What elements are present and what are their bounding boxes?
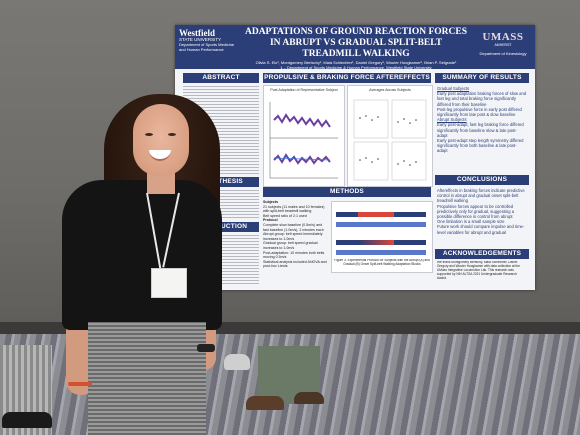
protocol-bar-adapt-a xyxy=(358,212,394,217)
conclusion-item: Aftereffects in braking forces indicate … xyxy=(437,188,525,204)
presenter-left-eye xyxy=(145,133,153,136)
presenter-smile xyxy=(149,150,171,161)
umass-subtitle: AMHERST xyxy=(494,43,512,47)
presenter-face xyxy=(133,104,189,176)
presenter-right-eye xyxy=(168,133,176,136)
methods-item: Abrupt group: belt speed immediately inc… xyxy=(263,232,323,241)
bystander-shoe-left xyxy=(2,412,52,428)
protocol-figure: Figure 3. Experimental Protocol for Subj… xyxy=(331,201,433,273)
poster-authors: Olivia S. Elo¹, Montgomery Bertschy¹, Ma… xyxy=(255,60,457,65)
protocol-bar-post-b xyxy=(394,240,426,245)
summary-item: Early post-adapt step length symmetry di… xyxy=(437,138,524,154)
westfield-subtitle: STATE UNIVERSITY xyxy=(179,37,222,42)
hypothesis-heading: HYPOTHESIS xyxy=(183,177,259,187)
summary-item: Post-leg propulsive force in early post … xyxy=(437,106,522,118)
summary-item: Gradual Subjects xyxy=(437,86,470,91)
methods-item: Complete slow baseline (0.5m/s) and fast… xyxy=(263,222,324,232)
umass-name: UMASS xyxy=(482,31,524,43)
poster-title: ADAPTATIONS OF GROUND REACTION FORCES IN… xyxy=(244,27,468,59)
poster-header: Westfield STATE UNIVERSITY Department of… xyxy=(175,25,535,75)
name-badge xyxy=(151,268,187,298)
summary-item: Early post-adapt, fast leg braking force… xyxy=(437,122,524,138)
poster-affiliation-1: 1 – Department of Sports Medicine & Huma… xyxy=(280,65,432,70)
poster-affiliation-2: 2 – Department of Kinesiology, Universit… xyxy=(241,70,471,75)
poster-title-block: ADAPTATIONS OF GROUND REACTION FORCES IN… xyxy=(241,27,471,75)
abstract-heading: ABSTRACT xyxy=(183,73,259,83)
average-figure-title: Averages Across Subjects xyxy=(369,88,411,92)
westfield-dept: Department of Sports Medicine and Human … xyxy=(179,42,235,52)
bystander-shoe-center-1 xyxy=(246,396,284,410)
umass-logo: UMASS AMHERST Department of Kinesiology xyxy=(475,31,531,56)
presenter-pants xyxy=(88,322,206,435)
methods-item: Gradual group: belt speed gradual increa… xyxy=(263,241,318,250)
protocol-bar-baseline-a2 xyxy=(336,222,358,227)
conclusions-heading: CONCLUSIONS xyxy=(435,175,529,185)
presenter-neck xyxy=(147,172,175,194)
average-scatter-plot xyxy=(353,99,427,181)
acknowledgements-text: We thank Montgomery Bertschy, Maia Schle… xyxy=(437,261,520,280)
conclusion-item: One limitation is a small sample size xyxy=(437,219,505,225)
methods-heading: METHODS xyxy=(263,187,431,197)
presenter-watch xyxy=(197,344,215,352)
methods-item: Post-adaptation: 10 minutes both belts m… xyxy=(263,250,325,260)
methods-item: 21 subjects (11 males and 10 females) wi… xyxy=(263,204,325,214)
conclusion-item: Propulsive forces appear to be controlle… xyxy=(437,203,515,220)
summary-item: Early post adaptation braking forces of … xyxy=(437,91,527,107)
methods-item: Statistical analysis included ANOVA and … xyxy=(263,259,327,269)
protocol-bar-baseline-a xyxy=(336,212,358,217)
bystander-sneaker xyxy=(224,354,250,370)
summary-item: Abrupt Subjects xyxy=(437,117,467,123)
westfield-logo: Westfield STATE UNIVERSITY Department of… xyxy=(179,28,241,53)
protocol-bar-adapt-b xyxy=(358,240,394,245)
force-trace-plot xyxy=(269,102,338,179)
methods-list: Subjects 21 subjects (11 males and 10 fe… xyxy=(263,200,327,278)
aftereffects-heading: PROPULSIVE & BRAKING FORCE AFTEREFFECTS xyxy=(263,73,431,83)
conclusions-list: Aftereffects in braking forces indicate … xyxy=(437,188,527,246)
bystander-shoe-center-2 xyxy=(294,392,324,404)
presenter-shirt xyxy=(62,180,222,330)
protocol-bar-rest-a xyxy=(358,222,426,227)
westfield-name: Westfield xyxy=(179,28,215,38)
average-subjects-figure: Averages Across Subjects xyxy=(347,85,433,187)
research-poster: Westfield STATE UNIVERSITY Department of… xyxy=(175,25,535,290)
protocol-caption: Figure 3. Experimental Protocol for Subj… xyxy=(334,259,430,266)
methods-item: Subjects xyxy=(263,200,278,204)
presenter-bracelet xyxy=(68,382,92,386)
acknowledgements-heading: ACKNOWLEDGEMENTS xyxy=(435,249,529,259)
protocol-bar-rest-b xyxy=(336,250,426,255)
summary-list: Gradual Subjects Early post adaptation b… xyxy=(437,86,527,172)
representative-figure-title: Post Adaptation of Representative Subjec… xyxy=(270,88,338,92)
protocol-bar-baseline-b xyxy=(336,240,358,245)
representative-subject-figure: Post Adaptation of Representative Subjec… xyxy=(263,85,345,187)
conclusion-item: Future work should compare impulse and t… xyxy=(437,224,525,235)
methods-item: Belt speed ratio of 2:1 used xyxy=(263,213,307,218)
methods-item: Protocol xyxy=(263,218,278,223)
summary-heading: SUMMARY OF RESULTS xyxy=(435,73,529,83)
protocol-bar-post-a xyxy=(394,212,426,217)
umass-dept: Department of Kinesiology xyxy=(479,51,527,56)
